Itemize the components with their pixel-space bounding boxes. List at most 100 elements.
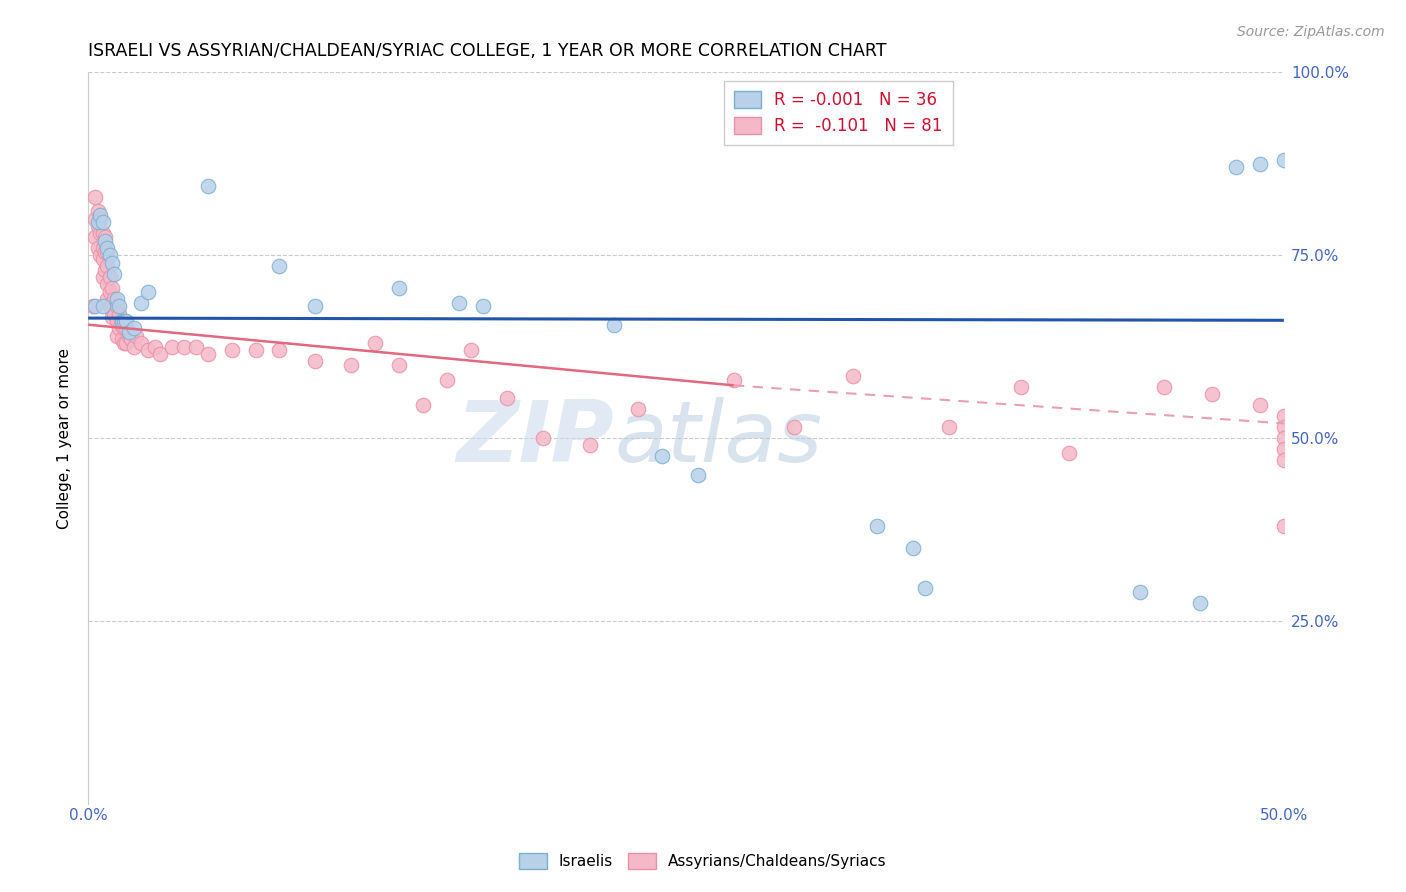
Point — [221, 343, 243, 358]
Point — [1249, 398, 1271, 412]
Point — [87, 241, 110, 255]
Point — [782, 420, 804, 434]
Point — [103, 267, 125, 281]
Point — [105, 328, 128, 343]
Point — [96, 292, 118, 306]
Point — [122, 321, 145, 335]
Point — [136, 343, 159, 358]
Point — [842, 368, 865, 383]
Point — [651, 450, 673, 464]
Point — [1189, 595, 1212, 609]
Point — [197, 178, 219, 193]
Text: ZIP: ZIP — [457, 397, 614, 480]
Point — [84, 230, 107, 244]
Point — [1272, 442, 1295, 456]
Point — [91, 227, 114, 241]
Point — [91, 300, 114, 314]
Point — [1272, 153, 1295, 168]
Point — [96, 241, 118, 255]
Point — [269, 259, 291, 273]
Point — [91, 215, 114, 229]
Point — [108, 300, 131, 314]
Point — [118, 328, 141, 343]
Point — [149, 347, 172, 361]
Point — [160, 340, 183, 354]
Point — [471, 300, 494, 314]
Point — [1272, 453, 1295, 467]
Point — [340, 358, 363, 372]
Point — [1272, 518, 1295, 533]
Point — [1010, 380, 1032, 394]
Point — [98, 270, 121, 285]
Point — [197, 347, 219, 361]
Point — [460, 343, 482, 358]
Point — [87, 219, 110, 233]
Point — [125, 328, 148, 343]
Point — [1272, 431, 1295, 445]
Point — [98, 300, 121, 314]
Point — [579, 438, 602, 452]
Point — [89, 248, 111, 262]
Point — [364, 335, 387, 350]
Point — [1272, 420, 1295, 434]
Point — [412, 398, 434, 412]
Point — [686, 467, 709, 482]
Point — [111, 314, 134, 328]
Point — [91, 270, 114, 285]
Point — [96, 244, 118, 259]
Point — [136, 285, 159, 299]
Point — [1249, 157, 1271, 171]
Point — [84, 190, 107, 204]
Point — [1129, 584, 1152, 599]
Point — [1057, 445, 1080, 459]
Point — [96, 259, 118, 273]
Text: ISRAELI VS ASSYRIAN/CHALDEAN/SYRIAC COLLEGE, 1 YEAR OR MORE CORRELATION CHART: ISRAELI VS ASSYRIAN/CHALDEAN/SYRIAC COLL… — [89, 42, 887, 60]
Point — [143, 340, 166, 354]
Point — [98, 285, 121, 299]
Point — [108, 321, 131, 335]
Point — [96, 277, 118, 292]
Text: atlas: atlas — [614, 397, 823, 480]
Point — [112, 321, 135, 335]
Point — [103, 292, 125, 306]
Point — [129, 335, 152, 350]
Legend: Israelis, Assyrians/Chaldeans/Syriacs: Israelis, Assyrians/Chaldeans/Syriacs — [513, 847, 893, 875]
Point — [627, 401, 650, 416]
Point — [495, 391, 517, 405]
Point — [122, 340, 145, 354]
Point — [388, 358, 411, 372]
Point — [105, 300, 128, 314]
Point — [112, 314, 135, 328]
Point — [82, 300, 104, 314]
Point — [87, 204, 110, 219]
Point — [531, 431, 554, 445]
Point — [184, 340, 207, 354]
Point — [129, 295, 152, 310]
Point — [84, 300, 107, 314]
Point — [89, 208, 111, 222]
Point — [94, 263, 117, 277]
Point — [436, 372, 458, 386]
Point — [723, 372, 745, 386]
Point — [1201, 387, 1223, 401]
Point — [112, 335, 135, 350]
Point — [173, 340, 195, 354]
Y-axis label: College, 1 year or more: College, 1 year or more — [58, 348, 72, 529]
Point — [87, 215, 110, 229]
Point — [388, 281, 411, 295]
Point — [1272, 409, 1295, 423]
Point — [101, 310, 124, 325]
Point — [94, 234, 117, 248]
Point — [1153, 380, 1175, 394]
Point — [103, 307, 125, 321]
Point — [89, 227, 111, 241]
Point — [94, 230, 117, 244]
Point — [245, 343, 267, 358]
Point — [89, 211, 111, 226]
Point — [91, 241, 114, 255]
Point — [101, 281, 124, 295]
Point — [115, 314, 138, 328]
Point — [91, 252, 114, 266]
Point — [903, 541, 925, 555]
Text: Source: ZipAtlas.com: Source: ZipAtlas.com — [1237, 25, 1385, 39]
